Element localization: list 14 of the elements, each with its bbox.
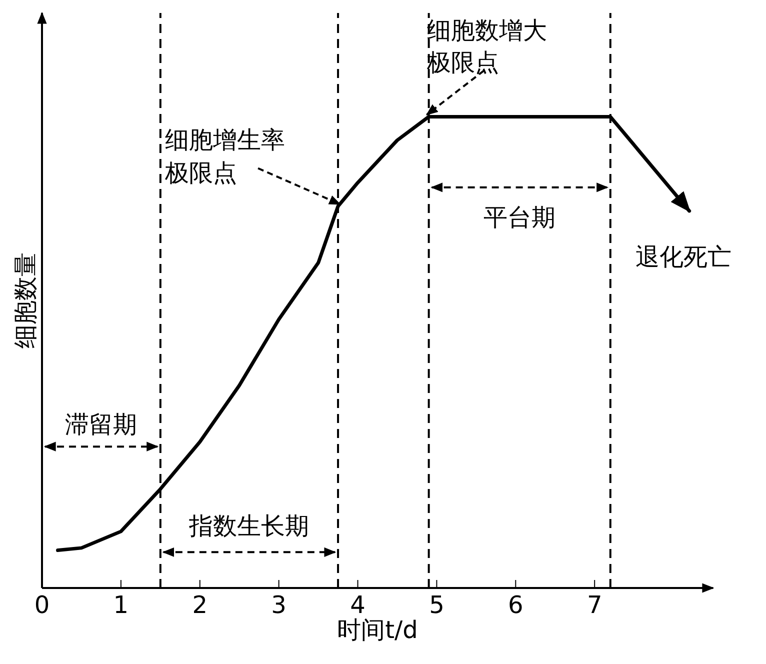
x-tick-label: 2	[192, 591, 208, 620]
x-tick-label: 5	[429, 591, 444, 620]
annotation: 平台期	[484, 203, 556, 232]
x-tick-label: 1	[113, 591, 129, 620]
annotation: 指数生长期	[188, 512, 310, 540]
annotation: 细胞增生率极限点	[164, 126, 286, 188]
annotation: 细胞数增大极限点	[426, 16, 547, 77]
x-tick-label: 6	[508, 591, 524, 620]
annotation: 退化死亡	[635, 242, 732, 271]
x-tick-label: 7	[586, 591, 602, 620]
x-tick-label: 0	[34, 591, 50, 620]
annotation: 滞留期	[65, 410, 138, 439]
x-tick-label: 3	[271, 591, 286, 620]
y-axis-title: 细胞数量	[12, 252, 40, 348]
